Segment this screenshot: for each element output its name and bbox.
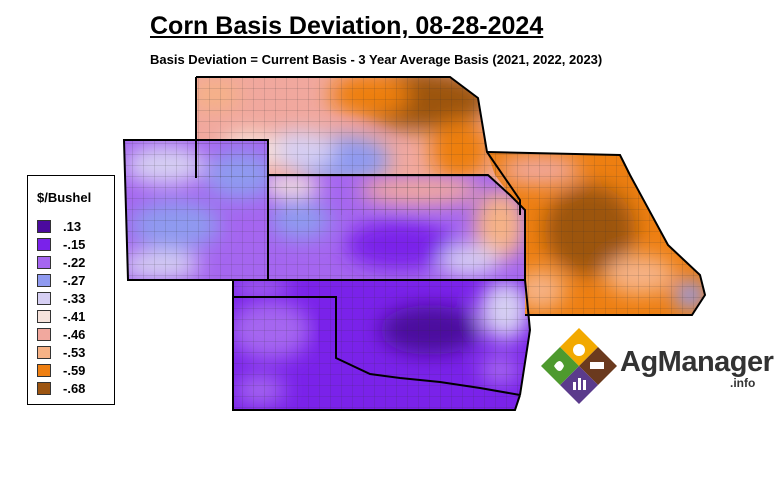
legend-swatch — [37, 346, 51, 359]
legend: $/Bushel .13 -.15 -.22 -.27 -.33 -.41 -.… — [27, 175, 115, 405]
legend-label: -.59 — [63, 363, 86, 378]
legend-label: -.53 — [63, 345, 86, 360]
map-title: Corn Basis Deviation, 08-28-2024 — [150, 12, 544, 40]
legend-label: -.22 — [63, 255, 86, 270]
legend-label: -.33 — [63, 291, 86, 306]
legend-swatch — [37, 328, 51, 341]
legend-swatch — [37, 238, 51, 251]
county-boundaries — [124, 77, 705, 410]
logo-diamond-icon — [541, 328, 617, 404]
legend-label: -.27 — [63, 273, 86, 288]
legend-swatch — [37, 310, 51, 323]
legend-swatch — [37, 220, 51, 233]
legend-label: -.68 — [63, 381, 86, 396]
state-boundaries — [122, 76, 707, 411]
legend-label: -.46 — [63, 327, 86, 342]
logo-suffix: .info — [730, 376, 756, 390]
map-subtitle: Basis Deviation = Current Basis - 3 Year… — [150, 52, 603, 67]
legend-swatch — [37, 256, 51, 269]
legend-label: -.41 — [63, 309, 86, 324]
legend-swatch — [37, 292, 51, 305]
legend-swatch — [37, 364, 51, 377]
legend-label: .13 — [63, 219, 82, 234]
logo-name: AgManager — [620, 346, 774, 378]
legend-title: $/Bushel — [37, 190, 92, 205]
legend-swatch — [37, 382, 51, 395]
legend-label: -.15 — [63, 237, 86, 252]
agmanager-logo: AgManager .info — [540, 326, 774, 406]
legend-swatch — [37, 274, 51, 287]
